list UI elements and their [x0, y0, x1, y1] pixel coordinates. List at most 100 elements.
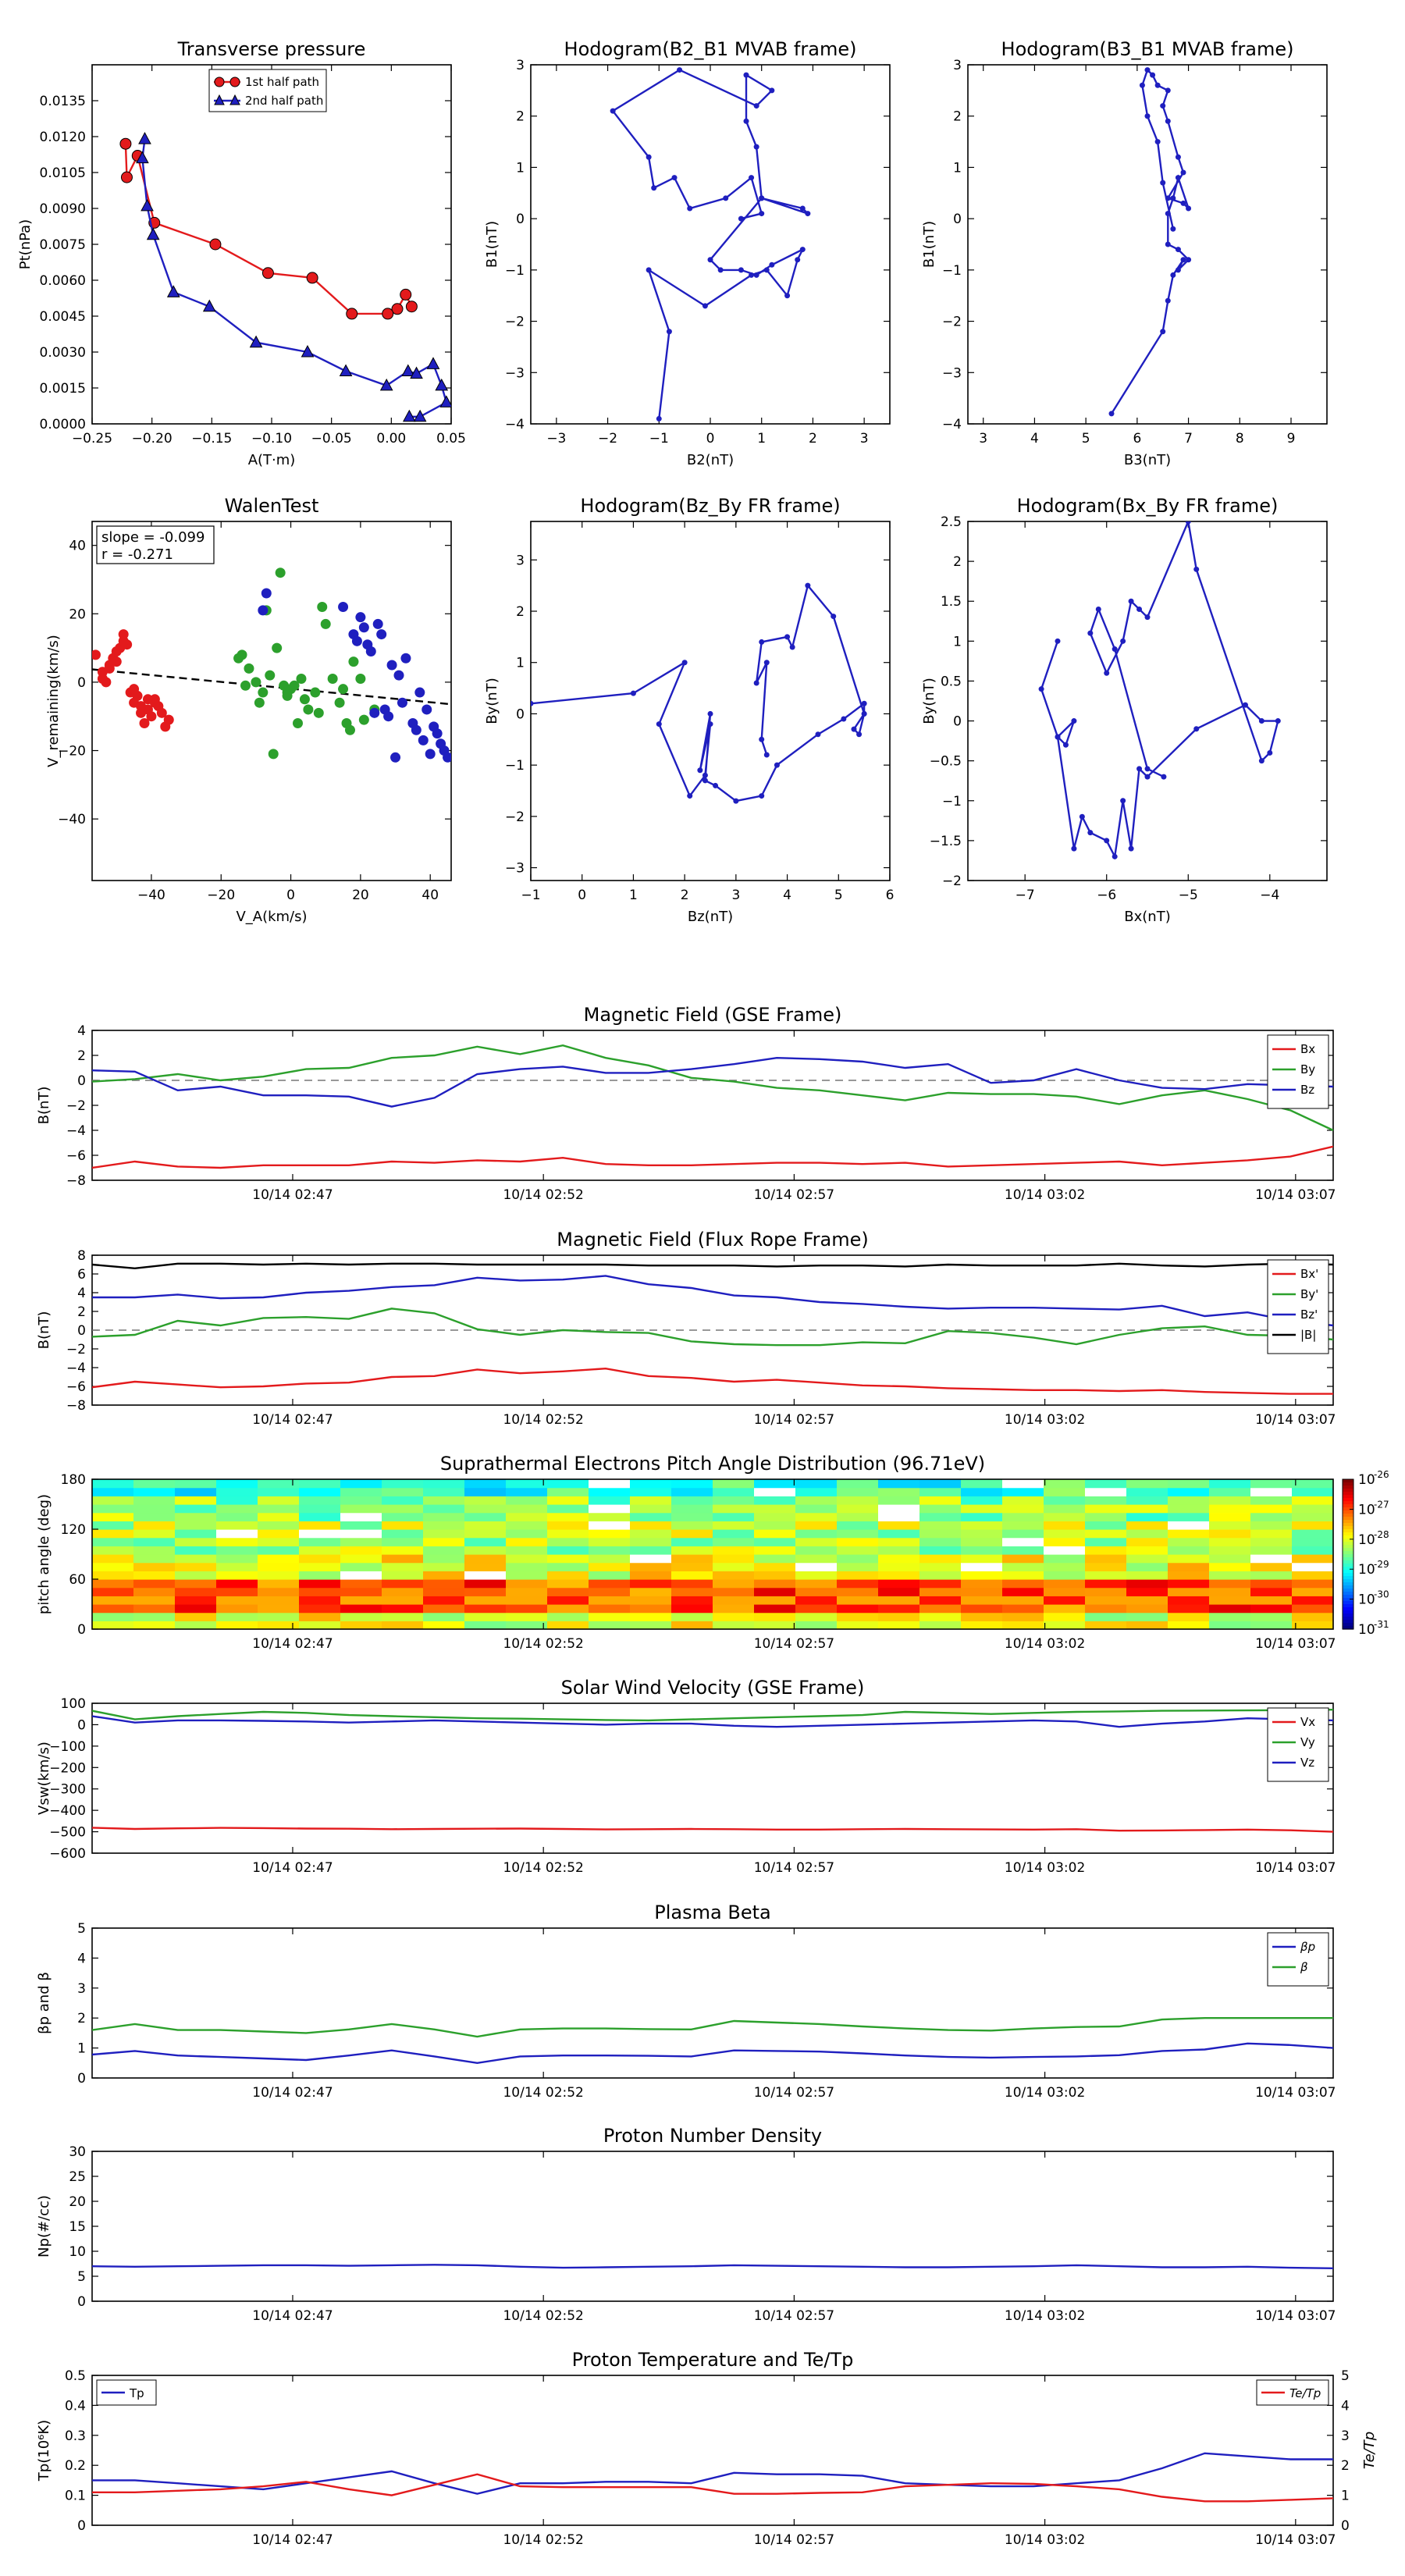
colorbar-exponent: -26 — [1374, 1469, 1389, 1480]
heatmap-cell — [382, 1537, 424, 1546]
x-tick-label: −2 — [598, 431, 617, 447]
colorbar-cell — [1343, 1570, 1353, 1574]
colorbar-cell — [1343, 1573, 1353, 1577]
heatmap-cell — [258, 1546, 300, 1555]
colorbar-cell — [1343, 1526, 1353, 1530]
heatmap-cell — [1002, 1621, 1044, 1630]
heatmap-cell — [547, 1529, 589, 1539]
data-point — [439, 395, 451, 407]
heatmap-cell — [340, 1546, 382, 1555]
data-point — [677, 67, 683, 73]
heatmap-cell — [1168, 1479, 1210, 1489]
x-tick-label: 10/14 02:47 — [252, 1412, 333, 1428]
legend-label: Bx — [1300, 1042, 1315, 1056]
heatmap-cell — [1085, 1554, 1127, 1564]
data-point — [258, 605, 269, 616]
plot-frame — [967, 64, 1328, 425]
heatmap-cell — [175, 1546, 217, 1555]
heatmap-cell — [919, 1604, 962, 1614]
heatmap-cell — [919, 1596, 962, 1605]
series-line-β — [92, 2016, 1333, 2038]
x-tick-label: 6 — [886, 888, 895, 903]
data-point — [275, 568, 286, 578]
y-tick-label: −4 — [66, 1361, 86, 1376]
heatmap-cell — [92, 1487, 134, 1496]
plot-area — [92, 2016, 1333, 2065]
y-tick-label: 4 — [77, 1286, 86, 1301]
heatmap-cell — [464, 1504, 507, 1514]
heatmap-cell — [216, 1596, 258, 1605]
data-point — [1165, 241, 1171, 247]
x-axis-label: B3(nT) — [1124, 452, 1171, 468]
heatmap-cell — [1044, 1604, 1086, 1614]
data-point — [358, 622, 369, 633]
heatmap-cell — [1209, 1596, 1251, 1605]
y-tick-label: 0.0060 — [40, 273, 86, 289]
data-point — [759, 639, 765, 645]
x-tick-label: 10/14 02:47 — [252, 1187, 333, 1203]
heatmap-cell — [258, 1587, 300, 1596]
y-tick-label: 8 — [77, 1248, 86, 1264]
heatmap-cell — [423, 1587, 465, 1596]
heatmap-cell — [258, 1604, 300, 1614]
heatmap-cell — [340, 1529, 382, 1539]
heatmap-cell — [1209, 1521, 1251, 1530]
heatmap-cell — [1209, 1487, 1251, 1496]
data-point — [282, 690, 293, 701]
heatmap-cell — [92, 1546, 134, 1555]
heatmap-cell — [547, 1612, 589, 1621]
heatmap-cell — [671, 1612, 713, 1621]
heatmap-cell — [1168, 1487, 1210, 1496]
heatmap-cell — [299, 1512, 341, 1521]
data-point — [344, 724, 355, 735]
data-point — [443, 752, 451, 763]
data-point — [763, 660, 770, 666]
annotation-text: slope = -0.099 — [101, 529, 205, 546]
x-tick-label: 10/14 02:52 — [503, 2308, 583, 2324]
data-point — [856, 731, 863, 738]
data-point — [795, 257, 801, 263]
heatmap-cell — [1209, 1612, 1251, 1621]
heatmap-cell — [589, 1537, 631, 1546]
colorbar-cell — [1343, 1542, 1353, 1546]
heatmap-cell — [1085, 1521, 1127, 1530]
data-point — [379, 378, 393, 391]
plot-area — [92, 1044, 1333, 1169]
heatmap-cell — [1044, 1621, 1086, 1630]
heatmap-cell — [464, 1579, 507, 1589]
chart-hodogram-b3-b1: Hodogram(B3_B1 MVAB frame) 3 4 5 6 7 8 9 −4 −3 −2 −… — [921, 38, 1328, 468]
heatmap-cell — [671, 1521, 713, 1530]
data-point — [1120, 638, 1126, 644]
heatmap-cell — [299, 1571, 341, 1580]
heatmap-cell — [795, 1479, 838, 1489]
heatmap-cell — [340, 1512, 382, 1521]
colorbar-cell — [1343, 1510, 1353, 1514]
heatmap-cell — [1250, 1504, 1293, 1514]
colorbar-cell — [1343, 1567, 1353, 1571]
heatmap-cell — [671, 1537, 713, 1546]
heatmap-cell — [837, 1621, 879, 1630]
heatmap-cell — [216, 1537, 258, 1546]
y2-tick-label: 1 — [1341, 2489, 1350, 2504]
heatmap-cell — [589, 1487, 631, 1496]
y-tick-label: −1 — [505, 758, 525, 774]
heatmap-cell — [961, 1504, 1003, 1514]
data-point — [258, 687, 269, 698]
plot-area — [531, 582, 867, 804]
heatmap-cell — [1002, 1604, 1044, 1614]
data-point — [1139, 82, 1145, 88]
data-point — [346, 308, 358, 320]
heatmap-cell — [547, 1621, 589, 1630]
heatmap-cell — [258, 1562, 300, 1571]
colorbar-label: 10 — [1358, 1592, 1375, 1608]
data-point — [391, 303, 404, 315]
heatmap-cell — [795, 1537, 838, 1546]
heatmap-cell — [216, 1529, 258, 1539]
heatmap-cell — [506, 1579, 548, 1589]
heatmap-cell — [961, 1596, 1003, 1605]
data-point — [111, 656, 122, 667]
y-tick-label: 3 — [953, 58, 962, 73]
x-tick-label: 10/14 02:52 — [503, 1860, 583, 1876]
x-tick-label: 0 — [706, 431, 715, 447]
heatmap-cell — [216, 1579, 258, 1589]
